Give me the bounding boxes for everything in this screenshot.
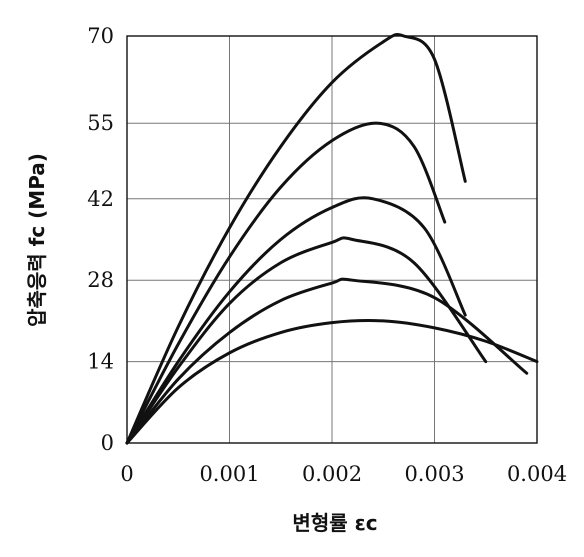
y-axis-label: 압축응력 fc (MPa) — [25, 153, 49, 327]
curves — [125, 33, 539, 445]
x-tick-label: 0.002 — [302, 462, 362, 486]
y-tick-label: 55 — [87, 111, 114, 135]
x-tick-label: 0.003 — [404, 462, 464, 486]
x-tick-labels: 0 0.001 0.002 0.003 0.004 — [120, 462, 567, 486]
x-axis-label: 변형률 εc — [292, 511, 377, 535]
y-tick-labels: 0 14 28 42 55 70 — [87, 24, 114, 455]
stress-strain-curve-1 — [125, 33, 467, 445]
stress-strain-curve-2 — [125, 121, 447, 445]
y-tick-label: 70 — [87, 24, 114, 48]
stress-strain-curve-5 — [125, 277, 529, 445]
stress-strain-curve-3 — [125, 196, 467, 445]
plot-frame — [126, 35, 538, 444]
y-tick-label: 14 — [87, 350, 114, 374]
x-tick-label: 0.001 — [199, 462, 259, 486]
x-tick-label: 0 — [120, 462, 133, 486]
y-tick-label: 42 — [87, 187, 114, 211]
grid — [126, 35, 538, 444]
stress-strain-curve-4 — [125, 236, 488, 445]
x-tick-label: 0.004 — [507, 462, 567, 486]
stress-strain-curve-6 — [125, 319, 539, 445]
y-tick-label: 28 — [87, 268, 114, 292]
y-tick-label: 0 — [101, 431, 114, 455]
